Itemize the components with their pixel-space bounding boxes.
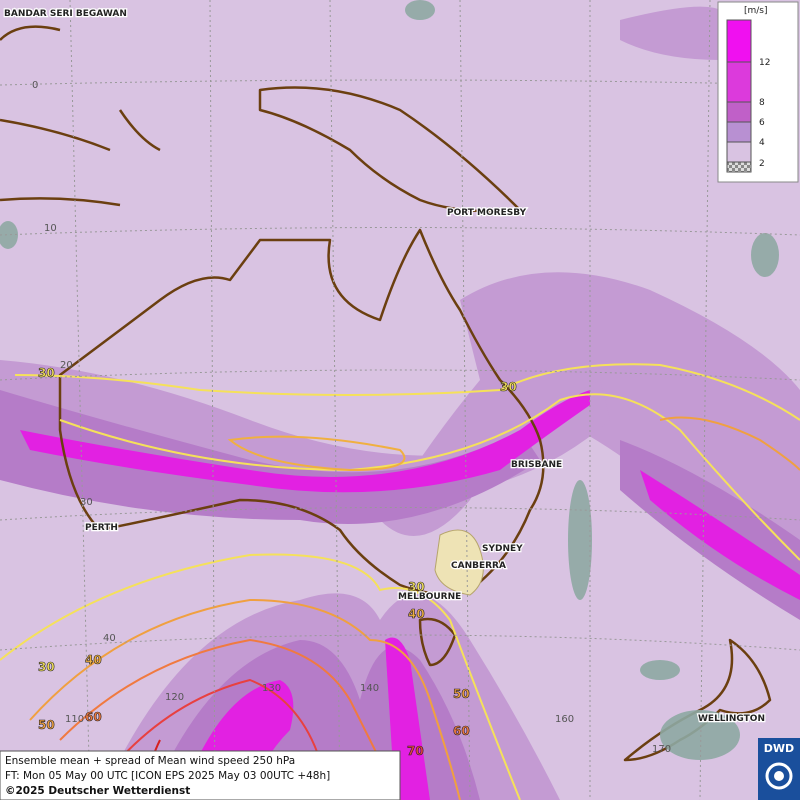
city-labels: BANDAR SERI BEGAWAN PORT MORESBY BRISBAN… xyxy=(3,8,766,726)
contour-labels: 30 30 30 30 40 40 50 50 60 60 70 xyxy=(38,366,517,759)
grid-label: 30 xyxy=(80,497,93,508)
grid-label: 120 xyxy=(165,692,184,703)
contour-label: 30 xyxy=(38,660,55,674)
city-label: CANBERRA xyxy=(451,561,506,571)
high-terrain xyxy=(434,529,484,596)
contour-label: 40 xyxy=(408,607,425,621)
logo: DWD xyxy=(758,738,800,800)
contour-label: 40 xyxy=(85,653,102,667)
city-label: SYDNEY xyxy=(482,544,523,554)
contour-label: 30 xyxy=(38,366,55,380)
logo-text: DWD xyxy=(764,742,794,755)
footer-text: Ensemble mean + spread of Mean wind spee… xyxy=(5,755,295,767)
grid-label: 40 xyxy=(103,633,116,644)
city-label: BANDAR SERI BEGAWAN xyxy=(4,9,127,19)
legend: [m/s] 12 8 6 4 2 xyxy=(717,1,799,183)
contour-label: 30 xyxy=(500,380,517,394)
grid-labels: 0 10 20 30 40 110 120 130 140 160 170 xyxy=(32,80,671,755)
legend-tick: 12 xyxy=(759,58,770,68)
legend-tick: 2 xyxy=(759,159,765,169)
city-label: BRISBANE xyxy=(511,460,562,470)
grid-label: 160 xyxy=(555,714,574,725)
contour-label: 70 xyxy=(407,744,424,758)
contour-label: 60 xyxy=(453,724,470,738)
legend-tick: 4 xyxy=(759,138,765,148)
footer-text: FT: Mon 05 May 00 UTC [ICON EPS 2025 May… xyxy=(5,770,330,782)
footer-text: ©2025 Deutscher Wetterdienst xyxy=(5,785,190,797)
grid-label: 110 xyxy=(65,714,84,725)
grid-label: 10 xyxy=(44,223,57,234)
city-label: PORT MORESBY xyxy=(447,208,527,218)
grid-label: 170 xyxy=(652,744,671,755)
grid-label: 140 xyxy=(360,683,379,694)
city-label: MELBOURNE xyxy=(398,592,461,602)
jet-core xyxy=(20,390,800,800)
legend-tick: 8 xyxy=(759,98,765,108)
grid-label: 130 xyxy=(262,683,281,694)
contours xyxy=(0,363,800,800)
lakes xyxy=(0,0,779,760)
footer: Ensemble mean + spread of Mean wind spee… xyxy=(0,750,401,800)
legend-unit: [m/s] xyxy=(744,6,768,16)
contour-label: 50 xyxy=(38,718,55,732)
legend-tick: 6 xyxy=(759,118,765,128)
contour-label: 30 xyxy=(408,580,425,594)
city-label: WELLINGTON xyxy=(698,714,765,724)
city-label: PERTH xyxy=(85,523,118,533)
grid-label: 20 xyxy=(60,360,73,371)
contour-label: 50 xyxy=(453,687,470,701)
grid-label: 0 xyxy=(32,80,38,91)
contour-label: 60 xyxy=(85,710,102,724)
